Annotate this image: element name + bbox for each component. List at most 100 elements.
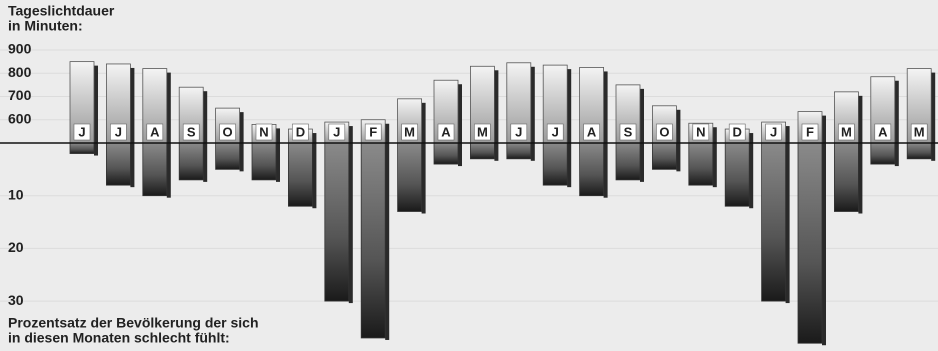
y2-tick-label: 10 bbox=[8, 186, 24, 202]
x-tick-label: D bbox=[296, 124, 305, 139]
category-box bbox=[73, 123, 91, 141]
bar-shadow bbox=[785, 126, 790, 304]
y-axis-label: Tageslichtdauer bbox=[8, 3, 115, 19]
x-tick-label: N bbox=[696, 124, 705, 139]
category-box bbox=[510, 123, 528, 141]
bar-shadow bbox=[712, 127, 717, 188]
bar bbox=[688, 142, 714, 186]
x-tick-label: F bbox=[806, 124, 814, 139]
bar-shadow bbox=[94, 65, 98, 156]
y-tick-label: 900 bbox=[8, 41, 32, 57]
category-box bbox=[292, 123, 309, 141]
x-tick-label: M bbox=[841, 124, 852, 139]
bar-shadow bbox=[494, 70, 499, 161]
bar bbox=[797, 142, 823, 344]
x-tick-label: J bbox=[552, 124, 559, 139]
bar bbox=[360, 142, 386, 339]
bar bbox=[215, 142, 241, 170]
category-box bbox=[583, 123, 600, 141]
category-box bbox=[546, 123, 564, 141]
bar bbox=[251, 142, 277, 181]
category-box bbox=[437, 123, 455, 141]
category-box bbox=[692, 123, 710, 141]
y-tick-label: 700 bbox=[8, 87, 32, 103]
category-box bbox=[110, 123, 127, 141]
bar-shadow bbox=[894, 80, 899, 167]
bar bbox=[142, 142, 168, 197]
x-tick-label: M bbox=[404, 124, 415, 139]
category-box bbox=[401, 123, 418, 141]
bar bbox=[834, 142, 859, 212]
category-box bbox=[656, 123, 673, 141]
bar-shadow bbox=[676, 109, 681, 172]
category-box bbox=[910, 123, 928, 141]
y-tick-label: 600 bbox=[8, 110, 32, 126]
bar bbox=[761, 142, 786, 302]
x-tick-label: D bbox=[733, 124, 742, 139]
category-box bbox=[182, 123, 200, 141]
category-box bbox=[765, 123, 782, 141]
bar-shadow bbox=[567, 69, 572, 188]
bar-shadow bbox=[640, 88, 644, 182]
bar-shadow bbox=[276, 128, 280, 182]
x-tick-label: O bbox=[223, 124, 233, 139]
bar bbox=[287, 142, 313, 207]
bar bbox=[106, 142, 131, 186]
bar bbox=[870, 142, 896, 165]
x-tick-label: J bbox=[515, 124, 522, 139]
bar-shadow bbox=[458, 84, 462, 167]
bar-shadow bbox=[931, 72, 936, 161]
bar bbox=[324, 142, 350, 302]
bar bbox=[178, 142, 204, 181]
bar bbox=[542, 142, 568, 186]
bar-shadow bbox=[166, 72, 171, 198]
x-tick-label: J bbox=[770, 124, 777, 139]
bar-shadow bbox=[130, 67, 135, 188]
bar-shadow bbox=[348, 126, 353, 304]
category-box bbox=[838, 123, 855, 141]
y2-tick-label: 30 bbox=[8, 292, 24, 308]
bar bbox=[615, 142, 641, 181]
bar bbox=[506, 142, 532, 160]
bar-shadow bbox=[822, 115, 826, 346]
x-tick-label: A bbox=[878, 124, 888, 139]
bar-shadow bbox=[603, 71, 608, 198]
bar-shadow bbox=[312, 133, 317, 209]
x-tick-label: S bbox=[624, 124, 633, 139]
x-tick-label: J bbox=[115, 124, 122, 139]
x-tick-label: A bbox=[441, 124, 451, 139]
x-tick-label: M bbox=[914, 124, 925, 139]
category-box bbox=[801, 123, 819, 141]
category-box bbox=[328, 123, 346, 141]
category-box bbox=[146, 123, 164, 141]
bar bbox=[652, 142, 677, 170]
category-box bbox=[255, 123, 273, 141]
category-box bbox=[619, 123, 637, 141]
x-tick-label: F bbox=[369, 124, 377, 139]
category-box bbox=[474, 123, 491, 141]
x-tick-label: A bbox=[587, 124, 597, 139]
y2-tick-label: 20 bbox=[8, 239, 24, 255]
bar-shadow bbox=[203, 91, 208, 182]
bar bbox=[724, 142, 750, 207]
x-tick-label: O bbox=[659, 124, 669, 139]
bar bbox=[906, 142, 932, 160]
category-box bbox=[364, 123, 382, 141]
y2-axis-label: Prozentsatz der Bevölkerung der sich bbox=[8, 315, 259, 331]
bar-shadow bbox=[421, 102, 426, 214]
x-tick-label: N bbox=[259, 124, 268, 139]
y-tick-label: 800 bbox=[8, 64, 32, 80]
bar-shadow bbox=[385, 123, 390, 340]
bar bbox=[579, 142, 604, 197]
bar-shadow bbox=[858, 95, 863, 214]
bar bbox=[397, 142, 423, 212]
bar bbox=[433, 142, 459, 165]
bar-shadow bbox=[239, 112, 244, 172]
x-tick-label: J bbox=[78, 124, 85, 139]
bar-shadow bbox=[530, 66, 535, 161]
y2-axis-label: in diesen Monaten schlecht fühlt: bbox=[8, 330, 230, 346]
x-tick-label: S bbox=[187, 124, 196, 139]
bar bbox=[69, 142, 95, 154]
